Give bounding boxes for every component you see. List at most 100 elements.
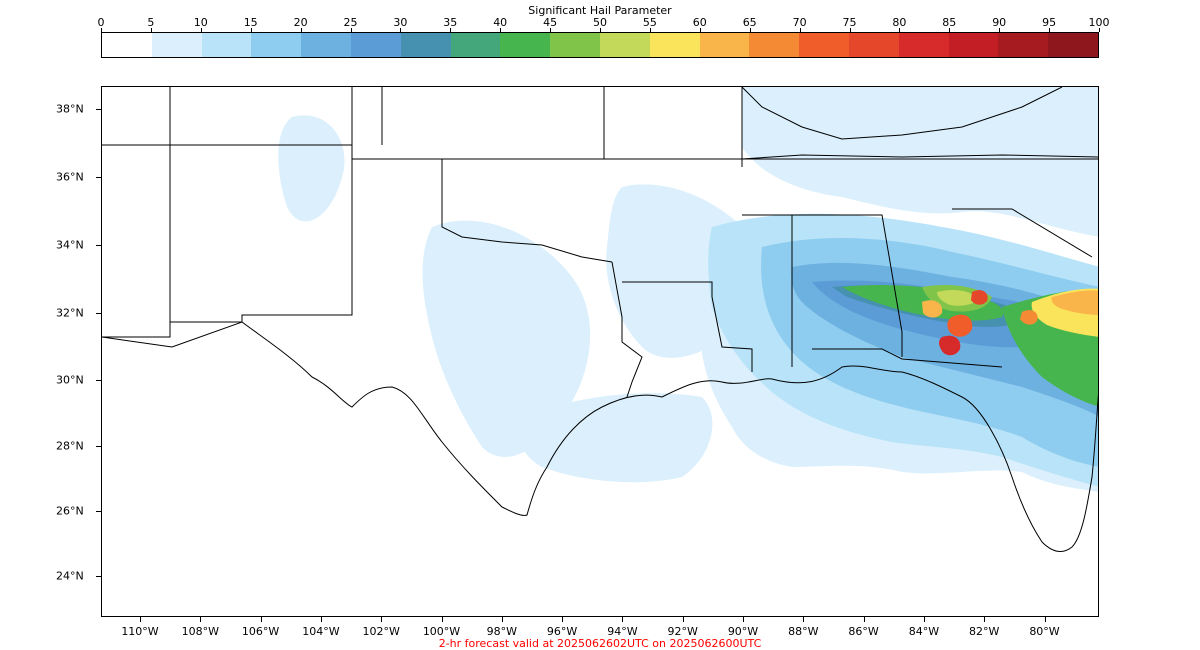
border-la-ms (711, 296, 753, 372)
colorbar-tick-mark (1049, 28, 1051, 32)
border-ga-sc (952, 208, 1093, 258)
longitude-tick (200, 617, 202, 622)
colorbar-tick-label: 70 (792, 16, 807, 29)
colorbar-tick-mark (949, 28, 951, 32)
colorbar-cell-9 (550, 33, 600, 57)
colorbar-tick-mark (1099, 28, 1100, 32)
colorbar-tick-mark (350, 28, 352, 32)
field-region-light-tx (422, 220, 591, 457)
latitude-tick (96, 576, 101, 577)
border-ky-north (741, 87, 1063, 140)
colorbar-cell-7 (450, 33, 501, 57)
colorbar-tick-label: 95 (1042, 16, 1057, 29)
colorbar-tick-mark (300, 28, 302, 32)
field-core-red-1 (947, 314, 973, 337)
longitude-label: 108°W (181, 625, 219, 638)
longitude-tick (501, 617, 503, 622)
colorbar-cell-10 (599, 33, 650, 57)
latitude-label: 26°N (56, 504, 84, 518)
longitude-tick (743, 617, 744, 622)
colorbar-tick-mark (450, 28, 452, 32)
longitude-tick (441, 617, 443, 622)
colorbar-cell-16 (898, 33, 949, 57)
border-tx-la (611, 261, 643, 398)
longitude-label: 90°W (727, 625, 759, 638)
colorbar-tick-label: 75 (842, 16, 857, 29)
colorbar-tick-label: 90 (992, 16, 1007, 29)
colorbar-tick-label: 30 (393, 16, 408, 29)
longitude-label: 96°W (546, 625, 578, 638)
colorbar-tick-mark (250, 28, 252, 32)
colorbar-tick-mark (649, 28, 651, 32)
colorbar-cell-12 (699, 33, 750, 57)
border-ok-ar (603, 87, 743, 167)
latitude-tick (96, 446, 101, 447)
latitude-tick (96, 313, 101, 314)
colorbar-tick-mark (150, 28, 152, 32)
colorbar-cell-2 (201, 33, 252, 57)
latitude-tick (96, 511, 101, 512)
colorbar-tick-mark (899, 28, 901, 32)
longitude-label: 86°W (848, 625, 879, 638)
forecast-caption: 2-hr forecast valid at 2025062602UTC on … (438, 637, 762, 650)
colorbar-tick-label: 10 (193, 16, 208, 29)
colorbar-tick-mark (550, 28, 552, 32)
colorbar-tick-mark (799, 28, 801, 32)
longitude-tick (984, 617, 986, 622)
longitude-label: 110°W (121, 625, 159, 638)
colorbar-tick-label: 0 (97, 16, 105, 29)
colorbar-tick-label: 85 (942, 16, 957, 29)
colorbar-tick-label: 60 (692, 16, 707, 29)
latitude-tick (96, 245, 101, 246)
colorbar-cell-13 (749, 33, 800, 57)
field-region-yellowgreen (937, 289, 980, 306)
colorbar-tick-mark (749, 28, 751, 32)
latitude-tick (96, 177, 101, 178)
colorbar-tick-label: 40 (493, 16, 508, 29)
longitude-label: 104°W (302, 625, 340, 638)
longitude-tick (320, 617, 322, 622)
colorbar-tick-mark (849, 28, 851, 32)
border-ga-fl (812, 348, 1003, 368)
latitude-label: 36°N (56, 170, 84, 184)
longitude-label: 94°W (607, 625, 638, 638)
longitude-label: 88°W (788, 625, 819, 638)
longitude-label: 98°W (486, 625, 517, 638)
colorbar-cell-19 (1048, 33, 1098, 57)
colorbar-tick-label: 50 (593, 16, 607, 29)
colorbar-tick-label: 65 (742, 16, 757, 29)
longitude-tick (863, 617, 865, 622)
colorbar-title: Significant Hail Parameter (528, 4, 672, 17)
longitude-label: 80°W (1029, 625, 1060, 638)
longitude-tick (381, 617, 383, 622)
colorbar-tick-label: 100 (1088, 16, 1110, 29)
map-canvas (102, 87, 1098, 553)
colorbar-tick-mark (101, 28, 102, 32)
colorbar-tick-mark (200, 28, 202, 32)
border-al-ga (792, 214, 903, 357)
latitude-tick (96, 109, 101, 110)
colorbar-cell-4 (301, 33, 351, 57)
longitude-label: 82°W (969, 625, 1000, 638)
colorbar-tick-mark (500, 28, 502, 32)
colorbar-tick-label: 25 (343, 16, 358, 29)
colorbar-cell-0 (102, 33, 152, 57)
field-region-light-gulf-west (518, 393, 713, 483)
coastline-gulf (102, 321, 1098, 553)
colorbar-cell-8 (500, 33, 551, 57)
latitude-label: 38°N (56, 102, 84, 116)
colorbar-cell-3 (251, 33, 302, 57)
field-core-red-3 (971, 290, 988, 305)
latitude-label: 34°N (56, 238, 84, 252)
state-boundaries (102, 87, 1098, 553)
field-region-light-ne (742, 87, 1098, 237)
colorbar-cell-18 (998, 33, 1049, 57)
longitude-tick (1044, 617, 1046, 622)
latitude-label: 32°N (56, 306, 84, 320)
longitude-label: 100°W (422, 625, 461, 638)
field-core-orange-2 (1020, 310, 1038, 325)
colorbar-tick-mark (699, 28, 701, 32)
colorbar-tick-label: 35 (443, 16, 458, 29)
colorbar-cell-15 (848, 33, 899, 57)
